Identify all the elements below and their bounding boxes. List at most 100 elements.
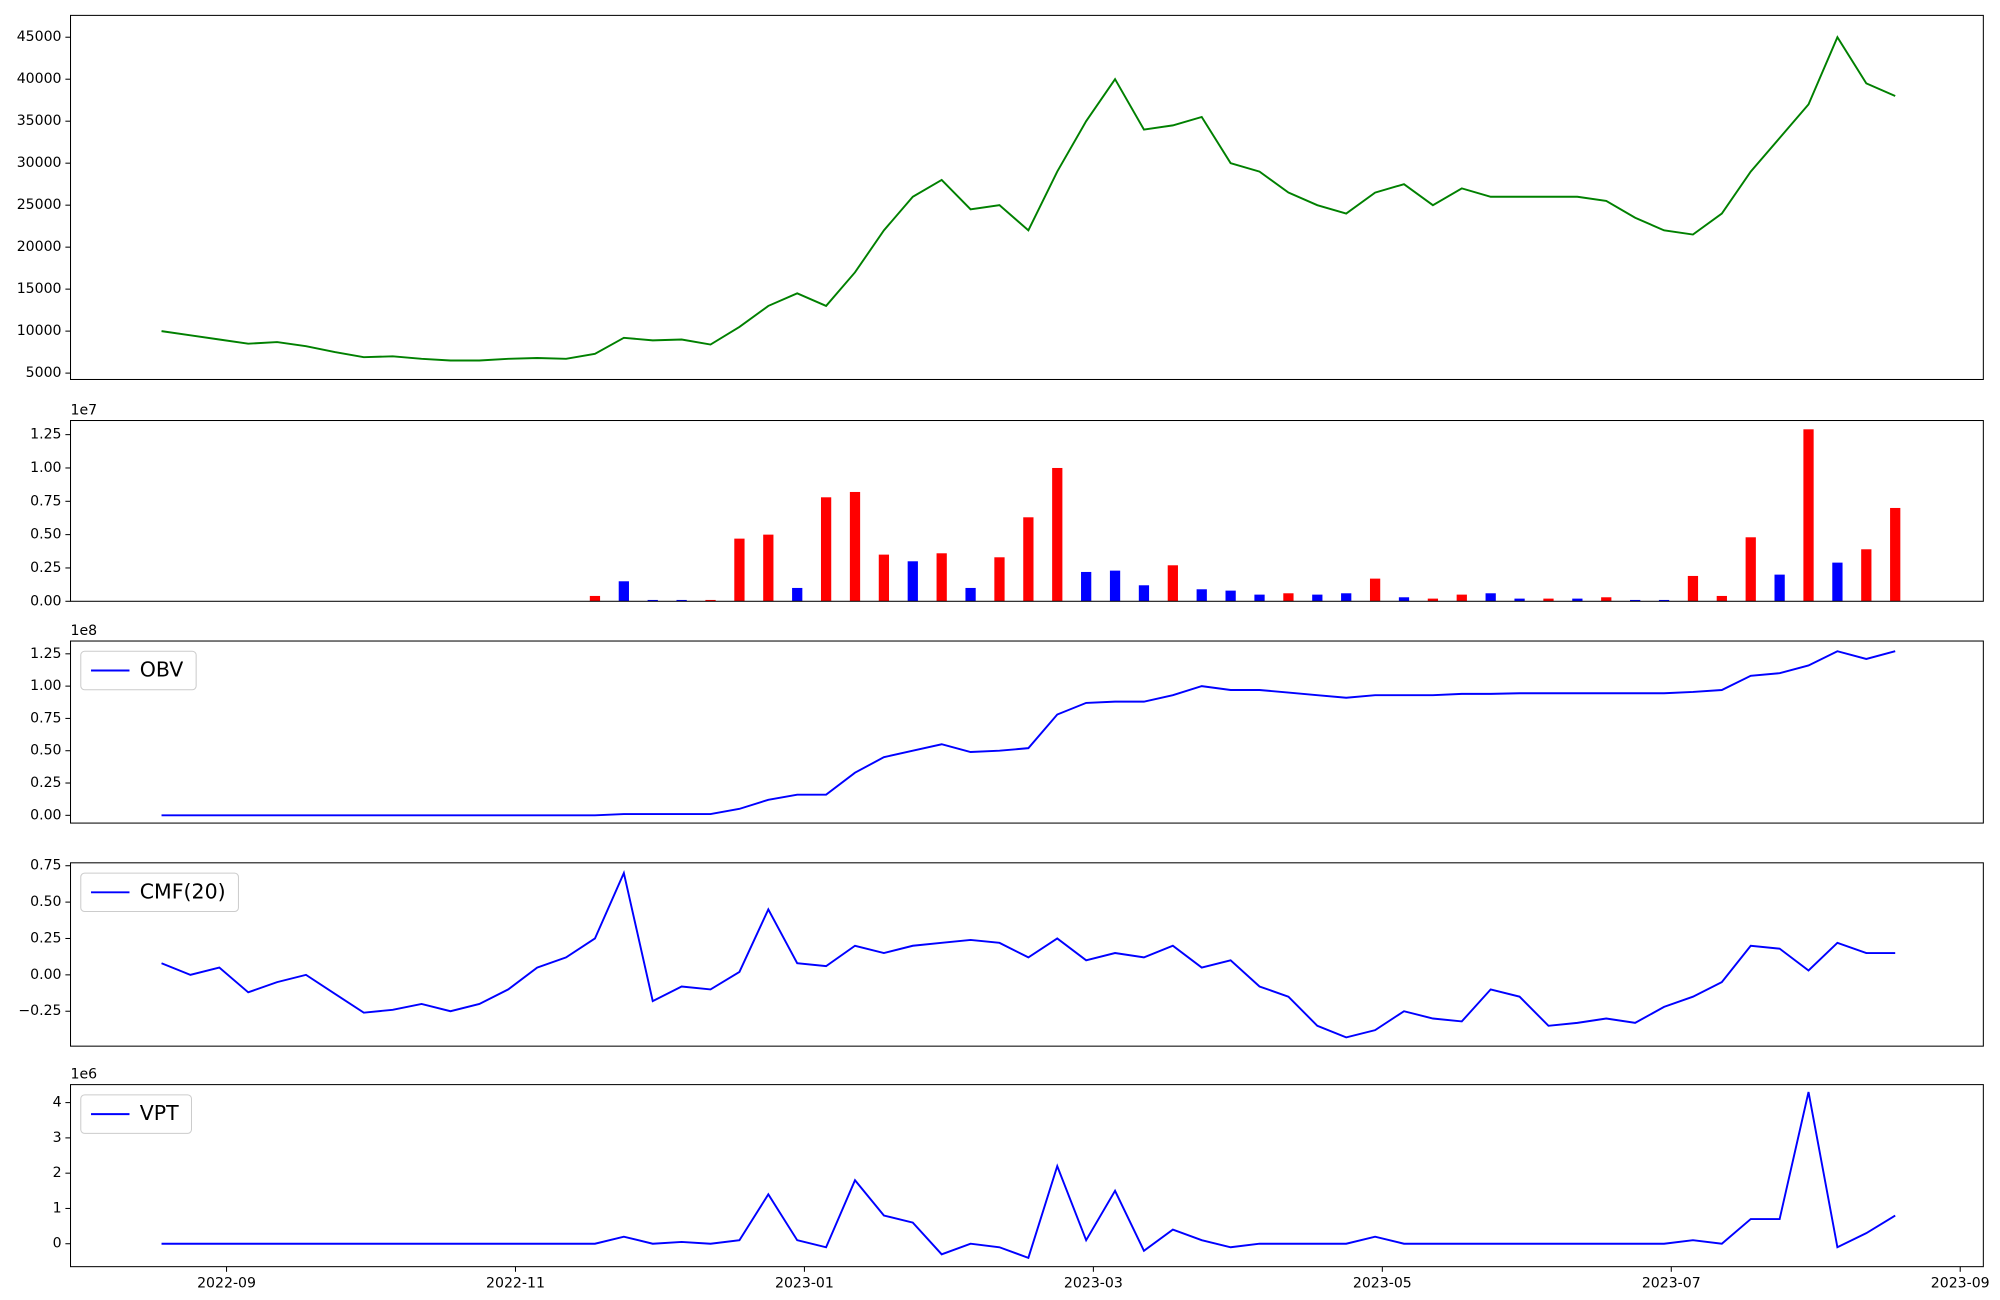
bar	[1485, 593, 1496, 602]
panel: 0 1 2 3 4 1e6 2022-09 2022-11 2023-01 2023-03 2023…	[53, 1066, 1990, 1291]
y-tick-label: 15000	[17, 281, 62, 297]
bar	[1369, 578, 1381, 602]
bar	[1658, 599, 1670, 602]
bar	[965, 587, 976, 602]
y-tick-label: 0.00	[30, 807, 61, 823]
y-tick-label: 4	[53, 1095, 62, 1111]
bar	[849, 491, 861, 602]
bar	[1803, 429, 1814, 602]
bar	[1225, 590, 1236, 602]
bar	[1398, 597, 1410, 602]
bar	[792, 587, 803, 602]
y-tick-label: 0.75	[30, 493, 61, 509]
y-tick-label: −0.25	[18, 1003, 61, 1019]
legend-label: OBV	[140, 658, 184, 682]
bar	[1832, 562, 1843, 602]
bar	[589, 595, 601, 602]
bar	[1630, 599, 1641, 602]
y-tick-label: 20000	[17, 239, 62, 255]
bar	[1774, 574, 1785, 602]
y-offset-label: 1e6	[71, 1066, 98, 1082]
bar	[1341, 593, 1352, 602]
axes-frame	[69, 862, 1984, 1047]
bar	[1254, 594, 1265, 602]
legend-label: VPT	[140, 1101, 179, 1125]
bar	[763, 534, 774, 602]
y-tick-label: 0.75	[30, 858, 61, 874]
line	[161, 35, 1896, 362]
y-tick-label: 30000	[17, 155, 62, 171]
y-tick-label: 1.00	[30, 678, 61, 694]
axes-frame	[69, 640, 1984, 824]
bar	[1283, 593, 1294, 602]
bar	[1138, 585, 1150, 602]
y-tick-label: 0.00	[30, 593, 61, 609]
bar	[820, 497, 832, 602]
bar	[1312, 594, 1323, 602]
bar	[676, 599, 687, 602]
line	[161, 650, 1896, 817]
legend: VPT	[80, 1094, 192, 1134]
y-tick-label: 0.25	[30, 775, 61, 791]
bar	[1572, 598, 1583, 602]
bar	[647, 599, 658, 602]
bar	[1196, 589, 1207, 602]
line	[161, 869, 1896, 1039]
bar	[1109, 570, 1121, 602]
legend-box	[80, 872, 239, 913]
bar	[878, 554, 890, 602]
y-tick-label: 0.75	[30, 710, 61, 726]
y-tick-label: 0.25	[30, 560, 61, 576]
y-tick-label: 0	[53, 1236, 62, 1252]
axes-frame	[69, 1084, 1984, 1268]
y-offset-label: 1e8	[71, 623, 98, 639]
x-tick-label: 2023-09	[1931, 1275, 1990, 1291]
bar	[1023, 517, 1034, 602]
y-tick-label: 1.25	[30, 646, 61, 662]
y-tick-label: 25000	[17, 197, 62, 213]
panel: −0.25 0.00 0.25 0.50 0.75 CMF(20)	[18, 858, 1984, 1047]
bar	[734, 538, 745, 602]
axes-frame	[69, 420, 1984, 602]
x-tick-label: 2022-09	[197, 1275, 256, 1291]
y-tick-label: 3	[53, 1130, 62, 1146]
legend-box	[80, 650, 197, 691]
y-tick-label: 2	[53, 1165, 62, 1181]
y-tick-label: 5000	[26, 365, 62, 381]
panel: 0.00 0.25 0.50 0.75 1.00 1.25 1e7	[30, 402, 1984, 609]
axes-frame	[69, 14, 1984, 381]
x-tick-label: 2023-03	[1064, 1275, 1123, 1291]
bar	[936, 553, 947, 602]
bar	[1745, 537, 1756, 602]
y-tick-label: 0.25	[30, 930, 61, 946]
y-tick-label: 10000	[17, 323, 62, 339]
x-tick-label: 2022-11	[486, 1275, 545, 1291]
y-tick-label: 45000	[17, 29, 62, 45]
legend-box	[80, 1094, 192, 1134]
bar	[1543, 598, 1554, 602]
y-tick-label: 1.25	[30, 427, 61, 443]
bar	[994, 557, 1005, 602]
y-tick-label: 0.50	[30, 894, 61, 910]
y-offset-label: 1e7	[71, 402, 98, 418]
line	[161, 1091, 1896, 1260]
y-tick-label: 1.00	[30, 460, 61, 476]
bar	[1427, 598, 1439, 602]
legend: CMF(20)	[80, 872, 239, 913]
bar	[1890, 507, 1901, 602]
bar	[1716, 595, 1727, 602]
bar	[1687, 575, 1699, 602]
bar	[618, 581, 629, 602]
y-tick-label: 0.50	[30, 527, 61, 543]
bar	[1167, 565, 1178, 602]
bar	[1081, 571, 1092, 602]
y-tick-label: 35000	[17, 113, 62, 129]
x-tick-label: 2023-05	[1353, 1275, 1412, 1291]
legend-label: CMF(20)	[140, 879, 226, 903]
bar	[1456, 594, 1467, 602]
y-tick-label: 0.50	[30, 743, 61, 759]
legend: OBV	[80, 650, 197, 691]
x-tick-label: 2023-01	[775, 1275, 834, 1291]
